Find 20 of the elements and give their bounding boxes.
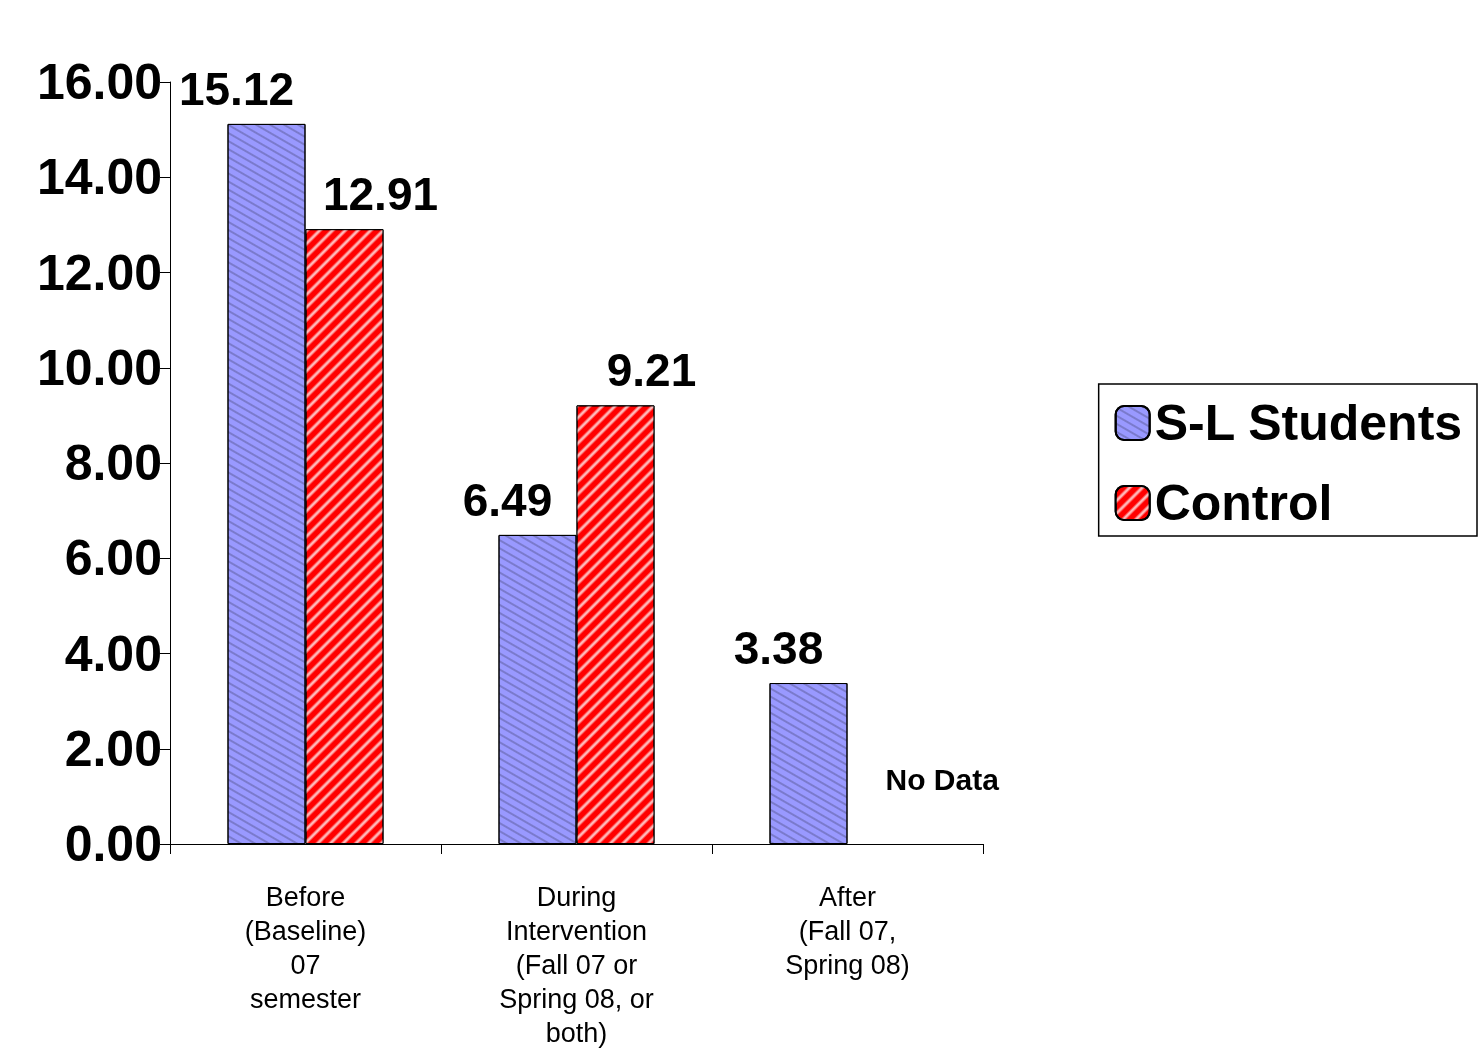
data-label: 15.12 <box>178 62 295 115</box>
x-tick-label: During Intervention (Fall 07 or Spring 08, or both) <box>499 882 654 1048</box>
data-label: 6.49 <box>462 473 553 526</box>
y-tick-label: 8.00 <box>64 435 162 491</box>
y-tick-label: 14.00 <box>36 149 162 206</box>
data-label: 9.21 <box>606 344 697 397</box>
y-tick-label: 10.00 <box>36 339 162 396</box>
data-label: 12.91 <box>322 168 439 221</box>
y-tick-label: 16.00 <box>36 54 162 110</box>
y-tick-label: 12.00 <box>36 244 162 301</box>
legend-label: Control <box>1154 475 1333 531</box>
x-tick-label: After (Fall 07, Spring 08) <box>785 882 910 980</box>
data-label: 3.38 <box>733 622 824 675</box>
y-tick-label: 2.00 <box>64 720 162 777</box>
annotation: No Data <box>885 762 1000 796</box>
y-tick-label: 4.00 <box>64 625 162 682</box>
y-tick-label: 6.00 <box>64 530 162 587</box>
y-tick-label: 0.00 <box>64 816 162 872</box>
legend-label: S-L Students <box>1154 395 1463 451</box>
x-tick-label: Before (Baseline) 07 semester <box>244 882 367 1014</box>
